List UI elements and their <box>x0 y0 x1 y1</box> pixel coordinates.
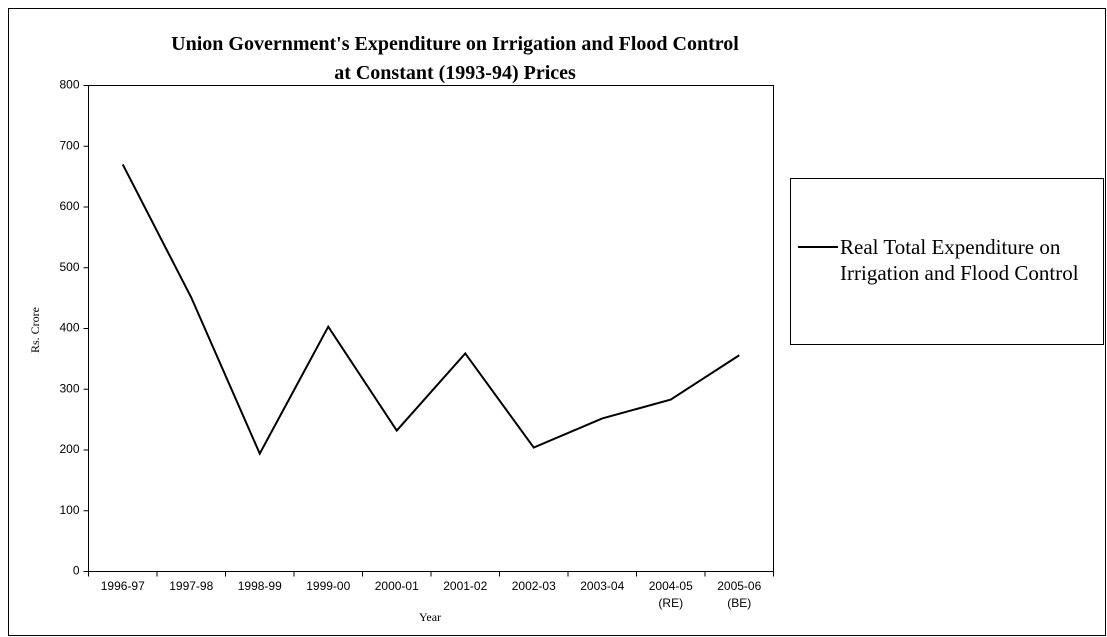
y-tick-label: 300 <box>59 381 79 395</box>
x-tick-label: 2002-03 <box>511 579 556 593</box>
x-tick-label: 1997-98 <box>169 579 214 593</box>
x-axis-label: Year <box>419 610 441 624</box>
legend-box <box>790 178 1104 345</box>
line <box>121 164 740 456</box>
x-tick-label: 2003-04 <box>580 579 625 593</box>
plot-area <box>88 85 774 572</box>
x-tick-label: 2005-06 (BE) <box>717 579 762 610</box>
x-tick-label: 2001-02 <box>443 579 488 593</box>
y-tick-label: 400 <box>59 321 79 335</box>
x-tick-label: 1999-00 <box>306 579 351 593</box>
y-axis-label: Rs. Crore <box>28 307 42 353</box>
x-tick-label: 2000-01 <box>374 579 419 593</box>
y-tick-label: 800 <box>59 78 79 92</box>
y-tick-label: 500 <box>59 260 79 274</box>
x-tick-label: 1996-97 <box>100 579 145 593</box>
y-tick-label: 0 <box>73 564 80 578</box>
y-tick-label: 700 <box>59 138 79 152</box>
legend-text: Real Total Expenditure on Irrigation and… <box>840 235 1079 285</box>
frame <box>8 8 1106 636</box>
x-tick-label: 1998-99 <box>237 579 282 593</box>
x-tick-label: 2004-05 (RE) <box>648 579 693 610</box>
y-tick-label: 200 <box>59 442 79 456</box>
y-tick-label: 600 <box>59 199 79 213</box>
chart-title: Union Government's Expenditure on Irriga… <box>171 33 739 84</box>
y-tick-label: 100 <box>59 503 79 517</box>
